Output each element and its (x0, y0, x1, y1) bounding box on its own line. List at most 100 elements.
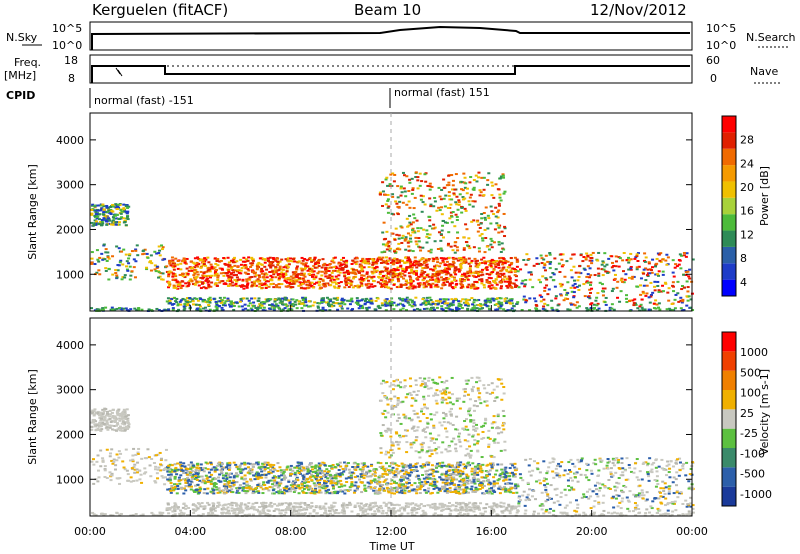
echo-cell (642, 268, 646, 271)
echo-cell (461, 189, 465, 192)
echo-cell (433, 478, 437, 481)
echo-cell (467, 262, 471, 265)
echo-cell (454, 297, 458, 300)
echo-cell (513, 274, 517, 277)
echo-cell (240, 267, 244, 270)
echo-cell (461, 261, 465, 264)
echo-cell (296, 469, 300, 472)
echo-cell (345, 259, 349, 262)
echo-cell (300, 307, 304, 310)
echo-cell (120, 216, 124, 219)
echo-cell (104, 269, 108, 272)
echo-cell (114, 419, 118, 422)
echo-cell (367, 471, 371, 474)
echo-cell (249, 265, 253, 268)
echo-cell (212, 485, 216, 488)
echo-cell (405, 299, 409, 302)
echo-cell (364, 298, 368, 301)
echo-cell (463, 274, 467, 277)
echo-cell (476, 488, 480, 491)
echo-cell (386, 490, 390, 493)
echo-cell (483, 251, 487, 254)
echo-cell (627, 259, 631, 262)
echo-cell (409, 223, 413, 226)
echo-cell (477, 250, 481, 253)
echo-cell (497, 202, 501, 205)
echo-cell (280, 301, 284, 304)
echo-cell (208, 301, 212, 304)
echo-cell (636, 252, 640, 255)
echo-cell (248, 302, 252, 305)
echo-cell (381, 304, 385, 307)
echo-cell (122, 466, 126, 469)
echo-cell (501, 268, 505, 271)
echo-cell (117, 218, 121, 221)
echo-cell (313, 263, 317, 266)
echo-cell (313, 282, 317, 285)
echo-cell (365, 470, 369, 473)
echo-cell (596, 302, 600, 305)
echo-cell (375, 480, 379, 483)
echo-cell (339, 465, 343, 468)
echo-cell (443, 267, 447, 270)
echo-cell (451, 184, 455, 187)
echo-cell (408, 286, 412, 289)
echo-cell (90, 251, 94, 254)
echo-cell (127, 205, 131, 208)
echo-cell (482, 212, 486, 215)
echo-cell (441, 219, 445, 222)
echo-cell (192, 473, 196, 476)
echo-cell (373, 471, 377, 474)
echo-cell (144, 457, 148, 460)
echo-cell (375, 265, 379, 268)
echo-cell (450, 174, 454, 177)
echo-cell (462, 248, 466, 251)
echo-cell (173, 483, 177, 486)
echo-cell (304, 492, 308, 495)
echo-cell (362, 266, 366, 269)
echo-cell (252, 490, 256, 493)
echo-cell (405, 203, 409, 206)
echo-cell (655, 303, 659, 306)
echo-cell (406, 259, 410, 262)
echo-cell (310, 267, 314, 270)
echo-cell (115, 208, 119, 211)
echo-cell (586, 273, 590, 276)
echo-cell (370, 276, 374, 279)
echo-cell (236, 265, 240, 268)
echo-cell (354, 263, 358, 266)
echo-cell (424, 285, 428, 288)
echo-cell (181, 297, 185, 300)
echo-cell (208, 270, 212, 273)
echo-cell (166, 470, 170, 473)
echo-cell (450, 282, 454, 285)
echo-cell (426, 477, 430, 480)
echo-cell (480, 469, 484, 472)
echo-cell (494, 265, 498, 268)
echo-cell (155, 307, 159, 310)
echo-cell (673, 307, 677, 310)
echo-cell (254, 274, 258, 277)
echo-cell (466, 307, 470, 310)
echo-cell (665, 263, 669, 266)
colorbar-segment (722, 181, 736, 198)
echo-cell (360, 305, 364, 308)
echo-cell (207, 268, 211, 271)
echo-cell (228, 264, 232, 267)
echo-cell (462, 488, 466, 491)
echo-cell (571, 284, 575, 287)
echo-cell (390, 487, 394, 490)
echo-cell (349, 284, 353, 287)
echo-cell (224, 472, 228, 475)
echo-cell (427, 250, 431, 253)
echo-cell (175, 469, 179, 472)
echo-cell (380, 487, 384, 490)
echo-cell (656, 284, 660, 287)
echo-cell (414, 296, 418, 299)
echo-cell (363, 487, 367, 490)
echo-cell (431, 268, 435, 271)
echo-cell (569, 303, 573, 306)
echo-cell (172, 284, 176, 287)
echo-cell (402, 187, 406, 190)
echo-cell (254, 487, 258, 490)
